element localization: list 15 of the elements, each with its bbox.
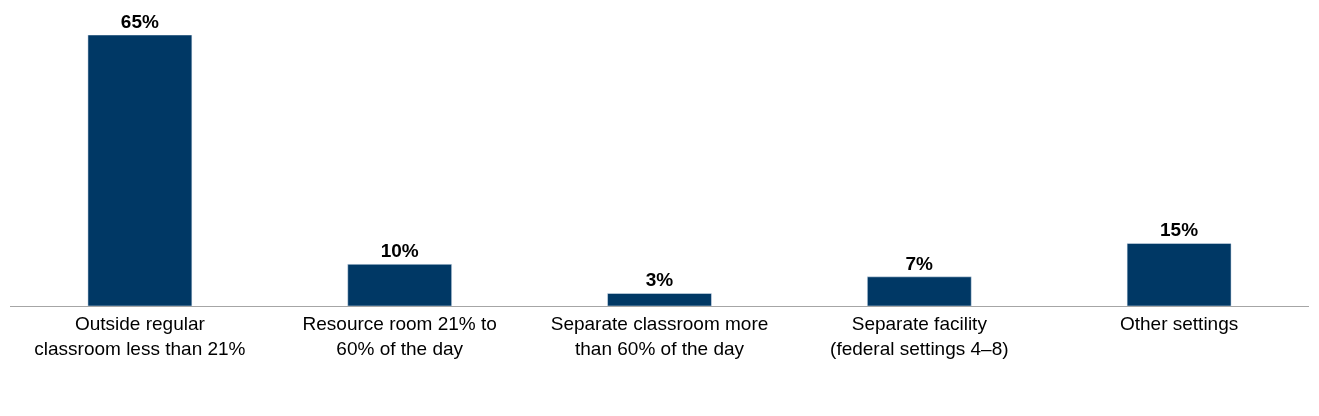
bar	[87, 35, 193, 306]
bar	[867, 276, 972, 306]
x-tick-label: Resource room 21% to 60% of the day	[302, 312, 497, 359]
data-label: 7%	[905, 252, 934, 274]
data-label: 3%	[645, 269, 674, 291]
data-label: 10%	[380, 240, 419, 262]
data-label: 65%	[120, 11, 159, 32]
x-tick-label: Separate facility (federal settings 4–8)	[830, 312, 1009, 359]
data-label: 15%	[1160, 219, 1199, 241]
bar	[347, 264, 452, 306]
x-tick-label: Separate classroom more than 60% of the day	[550, 312, 769, 359]
x-tick-label: Other settings	[1119, 312, 1239, 334]
x-tick-label: Outside regular classroom less than 21%	[34, 312, 246, 359]
bar	[607, 293, 712, 306]
bar	[1126, 243, 1232, 306]
